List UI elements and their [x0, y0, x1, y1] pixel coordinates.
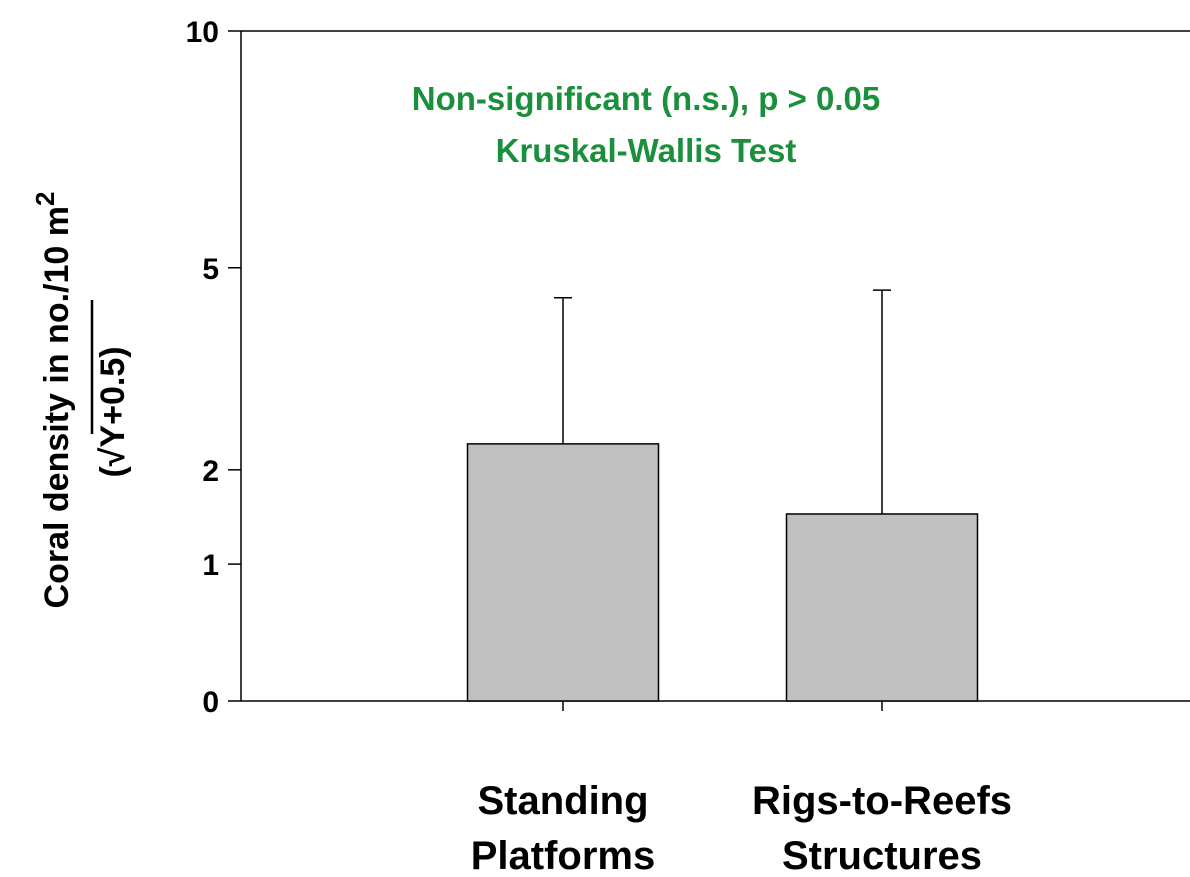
x-tick-label: Structures: [782, 834, 982, 877]
annotation: Kruskal-Wallis Test: [496, 132, 797, 169]
x-tick-label: Platforms: [471, 834, 656, 877]
bar: [466, 443, 660, 702]
x-tick-label: Standing: [477, 779, 648, 823]
y-axis-label-main: Coral density in no./10 m: [38, 206, 76, 608]
x-tick-label: Rigs-to-Reefs: [752, 779, 1012, 823]
y-tick-label: 2: [202, 455, 219, 488]
y-tick-label: 0: [202, 686, 219, 719]
y-tick-label: 10: [186, 16, 219, 49]
y-axis-label-2: (√Y+0.5): [94, 346, 132, 477]
y-axis-title: Coral density in no./10 m2 (√Y+0.5): [30, 192, 132, 609]
bar: [785, 513, 979, 702]
y-axis-label: Coral density in no./10 m2: [30, 192, 76, 609]
annotation: Non-significant (n.s.), p > 0.05: [412, 80, 880, 117]
y-axis-label-sup: 2: [30, 192, 60, 206]
y-tick-label: 1: [202, 549, 219, 582]
y-tick-label: 5: [202, 253, 219, 286]
